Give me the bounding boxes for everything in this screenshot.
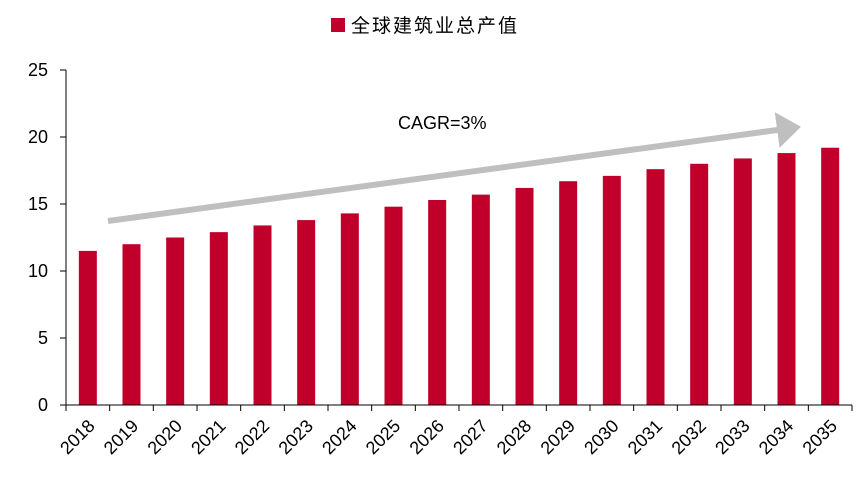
x-tick-label: 2031 <box>624 416 666 458</box>
y-tick-label: 20 <box>28 127 48 147</box>
y-tick-label: 10 <box>28 261 48 281</box>
y-tick-label: 25 <box>28 60 48 80</box>
x-tick-label: 2020 <box>144 416 186 458</box>
bar-2021 <box>209 232 228 405</box>
x-tick-label: 2022 <box>231 416 273 458</box>
bar-2020 <box>166 237 185 405</box>
bar-2019 <box>122 244 141 405</box>
x-tick-label: 2026 <box>406 416 448 458</box>
x-tick-label: 2035 <box>799 416 841 458</box>
y-tick-label: 0 <box>38 395 48 415</box>
y-axis: 0 5 10 15 20 25 <box>28 60 67 415</box>
bars <box>78 147 840 405</box>
bar-2029 <box>559 181 578 405</box>
legend-swatch <box>331 18 345 32</box>
x-axis: 2018 2019 2020 2021 2022 2023 2024 2025 2026 2027… <box>56 404 853 458</box>
bar-2028 <box>515 187 534 405</box>
bar-2030 <box>602 175 621 405</box>
bar-2025 <box>384 206 403 405</box>
bar-2035 <box>821 147 840 405</box>
x-tick-label: 2025 <box>362 416 404 458</box>
cagr-annotation: CAGR=3% <box>398 113 487 133</box>
x-tick-label: 2034 <box>755 416 797 458</box>
bar-2023 <box>297 220 316 405</box>
bar-2031 <box>646 169 665 405</box>
y-tick-label: 15 <box>28 194 48 214</box>
bar-2026 <box>428 199 447 405</box>
x-tick-label: 2018 <box>56 416 98 458</box>
x-tick-label: 2027 <box>449 416 491 458</box>
x-tick-label: 2030 <box>580 416 622 458</box>
legend-label: 全球建筑业总产值 <box>351 15 519 37</box>
bar-2018 <box>78 250 97 405</box>
x-tick-label: 2028 <box>493 416 535 458</box>
y-tick-label: 5 <box>38 328 48 348</box>
bar-2032 <box>690 163 709 405</box>
bar-2034 <box>777 153 796 405</box>
x-tick-label: 2019 <box>100 416 142 458</box>
x-tick-label: 2024 <box>318 416 360 458</box>
bar-2022 <box>253 225 272 405</box>
bar-2024 <box>340 213 359 405</box>
x-tick-label: 2032 <box>668 416 710 458</box>
legend: 全球建筑业总产值 <box>331 15 519 37</box>
x-tick-label: 2029 <box>537 416 579 458</box>
bar-2027 <box>471 194 490 405</box>
trend-arrow <box>107 112 801 224</box>
x-tick-label: 2033 <box>711 416 753 458</box>
x-tick-label: 2021 <box>187 416 229 458</box>
bar-2033 <box>733 158 752 405</box>
x-tick-label: 2023 <box>275 416 317 458</box>
